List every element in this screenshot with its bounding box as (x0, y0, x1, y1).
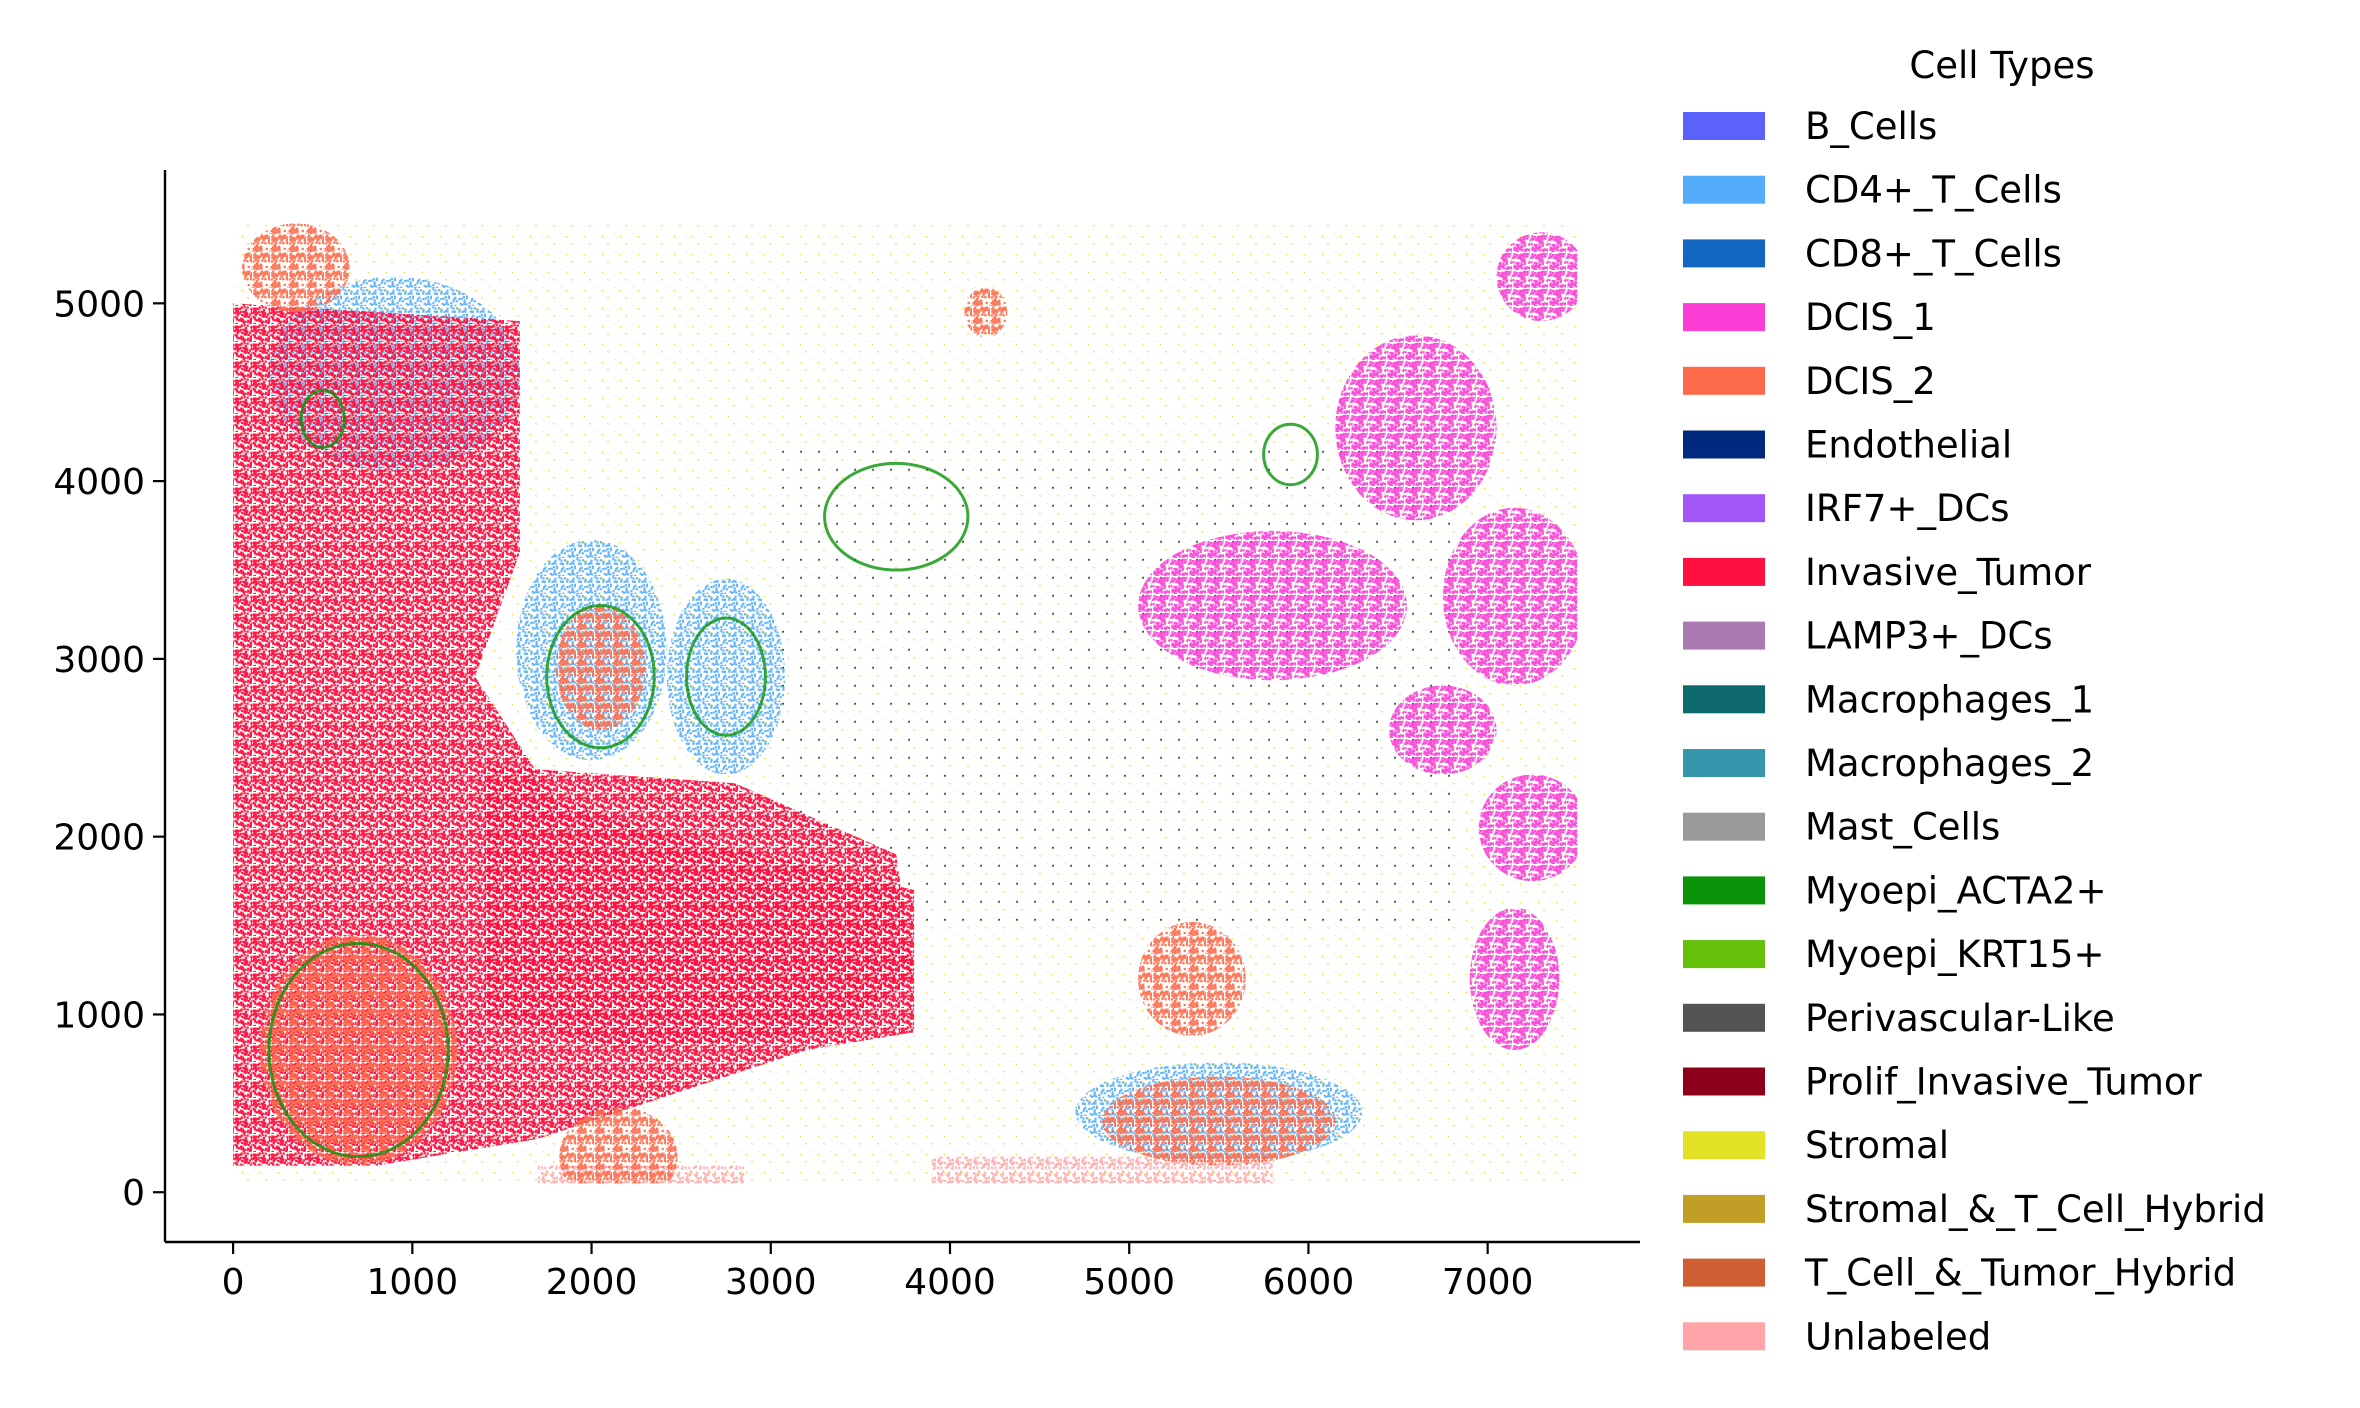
legend-swatch (1683, 366, 1765, 395)
region-myoepi-acta2--24 (1262, 422, 1319, 487)
region-dcis-2-15 (242, 223, 350, 313)
region-myoepi-acta2--27 (299, 388, 346, 449)
legend-swatch (1683, 494, 1765, 523)
legend-swatch (1683, 812, 1765, 841)
legend-swatch (1683, 1067, 1765, 1096)
region-myoepi-acta2--29 (823, 461, 970, 572)
region-dcis-1-19 (1442, 507, 1578, 686)
legend: Cell Types B_Cells CD4+_T_Cells CD8+_T_Cel… (1683, 44, 2266, 1358)
y-tick-label: 4000 (53, 462, 145, 503)
region-dcis-2-11 (559, 1106, 678, 1184)
legend-swatch (1683, 685, 1765, 714)
legend-swatch (1683, 1003, 1765, 1032)
region-dcis-1-23 (1469, 907, 1560, 1050)
region-dcis-1-17 (1335, 335, 1497, 521)
y-tick-label: 5000 (53, 284, 145, 325)
legend-swatch (1683, 876, 1765, 905)
x-tick-label: 5000 (1083, 1262, 1175, 1303)
axes: 0 1000 2000 3000 4000 5000 6000 7000 0 1000 2000 30… (53, 170, 1640, 1303)
legend-label: Perivascular-Like (1805, 997, 2115, 1040)
legend-label: DCIS_1 (1805, 296, 1936, 339)
region-myoepi-acta2--26 (685, 616, 767, 737)
legend-swatch (1683, 940, 1765, 969)
region-cd4-t-cells-3 (666, 578, 786, 775)
legend-label: CD4+_T_Cells (1805, 169, 2062, 212)
region-invasive-tumor-9 (484, 765, 915, 1050)
x-tick-label: 7000 (1442, 1262, 1534, 1303)
legend-label: CD8+_T_Cells (1805, 232, 2062, 275)
region-dcis-2-14 (964, 287, 1008, 338)
region-myoepi-acta2--25 (545, 604, 656, 750)
legend-swatch (1683, 239, 1765, 268)
x-tick-label: 2000 (546, 1262, 638, 1303)
region-dcis-2-10 (259, 934, 458, 1166)
x-tick-label: 4000 (904, 1262, 996, 1303)
legend-swatch (1683, 175, 1765, 204)
x-tick-label: 3000 (725, 1262, 817, 1303)
legend-label: Macrophages_2 (1805, 742, 2094, 785)
legend-label: Invasive_Tumor (1805, 551, 2092, 594)
x-tick-label: 6000 (1263, 1262, 1355, 1303)
legend-label: DCIS_2 (1805, 360, 1936, 403)
legend-label: Macrophages_1 (1805, 678, 2094, 721)
region-dcis-1-21 (1478, 774, 1578, 882)
y-tick-label: 1000 (53, 995, 145, 1036)
legend-label: Unlabeled (1805, 1315, 1991, 1358)
legend-swatch (1683, 430, 1765, 459)
y-tick-label: 2000 (53, 818, 145, 859)
legend-title: Cell Types (1909, 44, 2094, 87)
y-tick-label: 3000 (53, 640, 145, 681)
y-tick-label: 0 (122, 1173, 145, 1214)
x-tick-label: 1000 (367, 1262, 459, 1303)
region-dcis-1-18 (1138, 530, 1408, 681)
legend-label: Prolif_Invasive_Tumor (1805, 1061, 2203, 1104)
legend-swatch (1683, 1322, 1765, 1351)
region-dcis-1-22 (1496, 232, 1578, 322)
region-myoepi-acta2--28 (267, 941, 450, 1159)
legend-label: LAMP3+_DCs (1805, 615, 2053, 658)
plot-area (233, 223, 1578, 1184)
legend-swatch (1683, 303, 1765, 332)
region-endothelial-1 (770, 445, 1452, 926)
legend-label: Myoepi_KRT15+ (1805, 933, 2104, 976)
legend-swatch (1683, 112, 1765, 140)
legend-swatch (1683, 621, 1765, 650)
legend-label: B_Cells (1805, 105, 1937, 148)
region-dcis-2-16 (555, 605, 646, 730)
legend-label: Stromal (1805, 1124, 1949, 1167)
legend-label: T_Cell_&_Tumor_Hybrid (1804, 1252, 2236, 1295)
x-tick-label: 0 (222, 1262, 245, 1303)
legend-swatch (1683, 749, 1765, 777)
legend-swatch (1683, 1131, 1765, 1160)
legend-label: IRF7+_DCs (1805, 487, 2010, 530)
region-dcis-2-13 (1102, 1076, 1336, 1166)
legend-label: Myoepi_ACTA2+ (1805, 869, 2107, 912)
legend-swatch (1683, 1258, 1765, 1287)
legend-label: Stromal_&_T_Cell_Hybrid (1805, 1188, 2266, 1231)
legend-swatch (1683, 1194, 1765, 1223)
legend-label: Endothelial (1805, 424, 2012, 467)
region-dcis-2-12 (1138, 922, 1246, 1036)
region-dcis-1-20 (1389, 685, 1497, 775)
legend-swatch (1683, 557, 1765, 586)
legend-label: Mast_Cells (1805, 806, 2000, 849)
